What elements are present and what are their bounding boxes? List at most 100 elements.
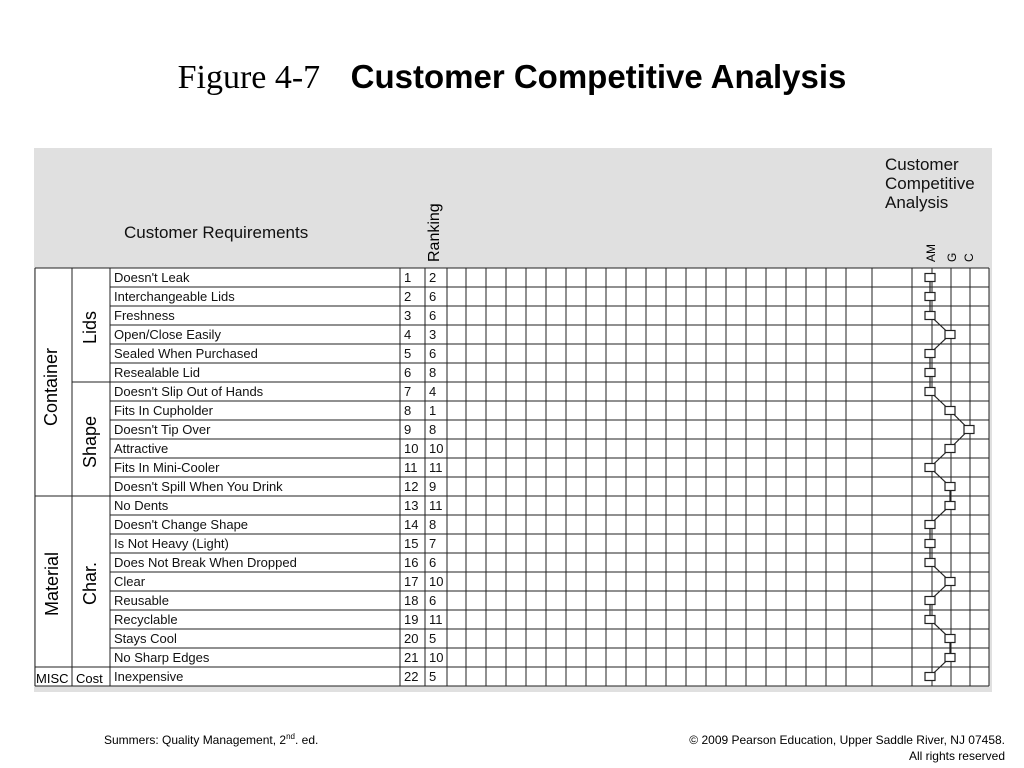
footer-citation-superscript: nd xyxy=(286,732,295,741)
requirement-label: Inexpensive xyxy=(114,669,183,684)
profile-marker xyxy=(924,367,936,378)
requirement-number: 22 xyxy=(404,669,418,684)
requirement-label: Open/Close Easily xyxy=(114,327,221,342)
profile-marker xyxy=(924,348,936,359)
requirement-label: Doesn't Change Shape xyxy=(114,517,248,532)
requirement-label: No Dents xyxy=(114,498,169,513)
requirement-number: 18 xyxy=(404,593,418,608)
requirement-number: 21 xyxy=(404,650,418,665)
subgroup-cost-label: Cost xyxy=(76,671,103,686)
profile-marker xyxy=(924,557,936,568)
profile-marker xyxy=(924,614,936,625)
profile-marker xyxy=(924,595,936,606)
requirement-number: 8 xyxy=(404,403,411,418)
requirement-ranking: 6 xyxy=(429,346,436,361)
profile-marker xyxy=(944,500,956,511)
requirement-ranking: 8 xyxy=(429,517,436,532)
profile-marker xyxy=(944,652,956,663)
profile-marker xyxy=(924,310,936,321)
requirement-label: Doesn't Leak xyxy=(114,270,190,285)
requirement-label: Attractive xyxy=(114,441,168,456)
profile-marker xyxy=(924,291,936,302)
profile-marker xyxy=(924,272,936,283)
figure-number: Figure 4-7 xyxy=(177,59,321,96)
footer-copyright: © 2009 Pearson Education, Upper Saddle R… xyxy=(689,732,1005,764)
requirement-ranking: 11 xyxy=(429,498,443,513)
requirement-label: No Sharp Edges xyxy=(114,650,210,665)
requirement-ranking: 5 xyxy=(429,631,436,646)
requirement-label: Is Not Heavy (Light) xyxy=(114,536,229,551)
requirement-ranking: 7 xyxy=(429,536,436,551)
requirement-label: Recyclable xyxy=(114,612,178,627)
requirement-label: Doesn't Slip Out of Hands xyxy=(114,384,264,399)
requirement-label: Reusable xyxy=(114,593,169,608)
requirement-ranking: 4 xyxy=(429,384,436,399)
profile-marker xyxy=(924,519,936,530)
requirement-number: 6 xyxy=(404,365,411,380)
group-misc-label: MISC xyxy=(36,671,69,686)
requirement-ranking: 9 xyxy=(429,479,436,494)
requirement-label: Does Not Break When Dropped xyxy=(114,555,297,570)
requirement-label: Interchangeable Lids xyxy=(114,289,235,304)
requirement-ranking: 10 xyxy=(429,441,443,456)
requirement-ranking: 2 xyxy=(429,270,436,285)
requirement-ranking: 10 xyxy=(429,574,443,589)
requirement-number: 9 xyxy=(404,422,411,437)
competitive-analysis-line-1: Customer xyxy=(885,155,959,174)
requirement-ranking: 6 xyxy=(429,593,436,608)
profile-marker xyxy=(944,481,956,492)
competitive-analysis-line-3: Analysis xyxy=(885,193,949,212)
subgroup-lids-label: Lids xyxy=(80,310,100,344)
profile-marker xyxy=(944,576,956,587)
competitive-analysis-header: Customer Competitive Analysis xyxy=(885,155,975,212)
profile-marker xyxy=(944,405,956,416)
requirement-number: 7 xyxy=(404,384,411,399)
requirement-number: 19 xyxy=(404,612,418,627)
requirement-ranking: 1 xyxy=(429,403,436,418)
requirement-label: Doesn't Spill When You Drink xyxy=(114,479,283,494)
competitive-analysis-line-2: Competitive xyxy=(885,174,975,193)
requirement-number: 13 xyxy=(404,498,418,513)
requirement-label: Fits In Cupholder xyxy=(114,403,214,418)
competitive-profile-line xyxy=(929,277,970,677)
requirement-number: 20 xyxy=(404,631,418,646)
profile-marker xyxy=(924,671,936,682)
group-material-label: Material xyxy=(42,551,62,616)
requirement-ranking: 8 xyxy=(429,422,436,437)
requirement-ranking: 6 xyxy=(429,555,436,570)
footer-copyright-line-1: © 2009 Pearson Education, Upper Saddle R… xyxy=(689,733,1005,747)
requirement-number: 4 xyxy=(404,327,411,342)
requirement-number: 1 xyxy=(404,270,411,285)
customer-requirements-header: Customer Requirements xyxy=(124,223,309,242)
requirement-ranking: 11 xyxy=(429,612,443,627)
requirement-number: 12 xyxy=(404,479,418,494)
slide-title: Figure 4-7 Customer Competitive Analysis xyxy=(0,58,1024,97)
requirement-ranking: 6 xyxy=(429,308,436,323)
requirement-label: Doesn't Tip Over xyxy=(114,422,211,437)
requirement-number: 16 xyxy=(404,555,418,570)
requirement-number: 5 xyxy=(404,346,411,361)
requirement-label: Sealed When Purchased xyxy=(114,346,258,361)
requirement-number: 17 xyxy=(404,574,418,589)
requirement-ranking: 5 xyxy=(429,669,436,684)
requirement-ranking: 11 xyxy=(429,460,443,475)
requirement-number: 3 xyxy=(404,308,411,323)
footer-citation-text: Summers: Quality Management, 2 xyxy=(104,733,287,747)
requirement-label: Stays Cool xyxy=(114,631,177,646)
profile-marker xyxy=(944,633,956,644)
requirement-number: 14 xyxy=(404,517,418,532)
subgroup-shape-label: Shape xyxy=(80,415,100,468)
footer-citation: Summers: Quality Management, 2nd. ed. xyxy=(104,732,318,747)
profile-marker xyxy=(924,538,936,549)
requirement-ranking: 6 xyxy=(429,289,436,304)
footer-citation-tail: . ed. xyxy=(294,733,319,747)
profile-marker xyxy=(944,443,956,454)
subgroup-char-label: Char. xyxy=(80,561,100,605)
requirement-number: 10 xyxy=(404,441,418,456)
requirement-label: Clear xyxy=(114,574,146,589)
profile-marker xyxy=(924,386,936,397)
profile-marker xyxy=(963,424,975,435)
requirement-ranking: 3 xyxy=(429,327,436,342)
requirement-ranking: 10 xyxy=(429,650,443,665)
